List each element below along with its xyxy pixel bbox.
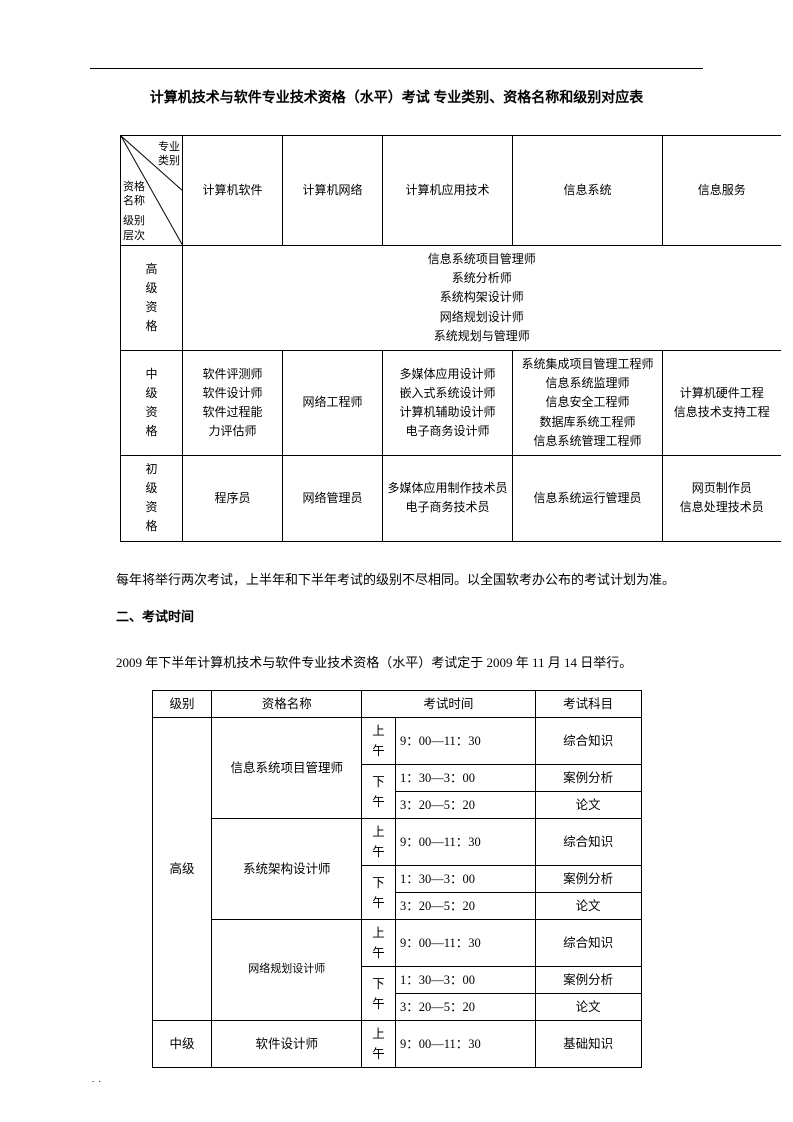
cell: 软件评测师软件设计师软件过程能力评估师 [183, 350, 283, 455]
category-table: 专业类别 资格名称 级别层次 计算机软件 计算机网络 计算机应用技术 信息系统 … [120, 135, 781, 542]
diagonal-header: 专业类别 资格名称 级别层次 [121, 136, 183, 246]
cell: 网络工程师 [283, 350, 383, 455]
time: 9：00—11：30 [396, 718, 536, 765]
merged-cell: 信息系统项目管理师 系统分析师 系统构架设计师 网络规划设计师 系统规划与管理师 [183, 246, 781, 351]
table-row: 系统架构设计师 上午 9：00—11：30 综合知识 [152, 819, 641, 866]
qual-name: 系统架构设计师 [212, 819, 362, 920]
level-cell: 高级 [152, 718, 212, 1021]
qual-name: 信息系统项目管理师 [212, 718, 362, 819]
diag-label-top: 专业类别 [158, 140, 180, 169]
qual-name: 网络规划设计师 [212, 920, 362, 1021]
paragraph: 每年将举行两次考试，上半年和下半年考试的级别不尽相同。以全国软考办公布的考试计划… [90, 568, 703, 593]
page-title: 计算机技术与软件专业技术资格（水平）考试 专业类别、资格名称和级别对应表 [90, 87, 703, 107]
table-header-row: 级别 资格名称 考试时间 考试科目 [152, 691, 641, 718]
time: 9：00—11：30 [396, 819, 536, 866]
level-cell: 中级 [152, 1021, 212, 1068]
time: 1：30—3：00 [396, 967, 536, 994]
col-header: 考试科目 [535, 691, 641, 718]
cell: 网络管理员 [283, 455, 383, 541]
page: 计算机技术与软件专业技术资格（水平）考试 专业类别、资格名称和级别对应表 专业类… [0, 0, 793, 1108]
time: 3：20—5：20 [396, 994, 536, 1021]
time: 9：00—11：30 [396, 920, 536, 967]
col-header: 信息系统 [513, 136, 663, 246]
table-row: 中级 软件设计师 上午 9：00—11：30 基础知识 [152, 1021, 641, 1068]
table-row: 高级资格 信息系统项目管理师 系统分析师 系统构架设计师 网络规划设计师 系统规… [121, 246, 781, 351]
cell: 系统集成项目管理工程师信息系统监理师信息安全工程师数据库系统工程师信息系统管理工… [513, 350, 663, 455]
top-rule [90, 68, 703, 69]
subject: 案例分析 [535, 866, 641, 893]
cell: 信息系统运行管理员 [513, 455, 663, 541]
time: 1：30—3：00 [396, 765, 536, 792]
cell: 多媒体应用设计师嵌入式系统设计师计算机辅助设计师电子商务设计师 [383, 350, 513, 455]
level-label: 中级资格 [121, 350, 183, 455]
col-header: 计算机网络 [283, 136, 383, 246]
cell: 程序员 [183, 455, 283, 541]
col-header: 级别 [152, 691, 212, 718]
diag-label-bot: 级别层次 [123, 214, 145, 243]
col-header: 信息服务 [663, 136, 781, 246]
subject: 论文 [535, 994, 641, 1021]
ampm: 上午 [362, 819, 396, 866]
col-header: 资格名称 [212, 691, 362, 718]
subject: 综合知识 [535, 920, 641, 967]
qual-name: 软件设计师 [212, 1021, 362, 1068]
paragraph: 2009 年下半年计算机技术与软件专业技术资格（水平）考试定于 2009 年 1… [90, 651, 703, 676]
subject: 论文 [535, 893, 641, 920]
cell: 网页制作员信息处理技术员 [663, 455, 781, 541]
col-header: 计算机应用技术 [383, 136, 513, 246]
cell: 计算机硬件工程信息技术支持工程 [663, 350, 781, 455]
time: 9：00—11：30 [396, 1021, 536, 1068]
col-header: 计算机软件 [183, 136, 283, 246]
subject: 基础知识 [535, 1021, 641, 1068]
subject: 案例分析 [535, 765, 641, 792]
table-row: 中级资格 软件评测师软件设计师软件过程能力评估师 网络工程师 多媒体应用设计师嵌… [121, 350, 781, 455]
subject: 案例分析 [535, 967, 641, 994]
subject: 综合知识 [535, 819, 641, 866]
subject: 综合知识 [535, 718, 641, 765]
table-row: 初级资格 程序员 网络管理员 多媒体应用制作技术员电子商务技术员 信息系统运行管… [121, 455, 781, 541]
table-header-row: 专业类别 资格名称 级别层次 计算机软件 计算机网络 计算机应用技术 信息系统 … [121, 136, 781, 246]
level-label: 高级资格 [121, 246, 183, 351]
section-heading: 二、考试时间 [90, 606, 703, 625]
subject: 论文 [535, 792, 641, 819]
ampm: 上午 [362, 920, 396, 967]
table-row: 高级 信息系统项目管理师 上午 9：00—11：30 综合知识 [152, 718, 641, 765]
ampm: 上午 [362, 718, 396, 765]
col-header: 考试时间 [362, 691, 536, 718]
footer-dots: . . [92, 1074, 102, 1084]
time: 3：20—5：20 [396, 792, 536, 819]
ampm: 下午 [362, 765, 396, 819]
level-label: 初级资格 [121, 455, 183, 541]
time: 1：30—3：00 [396, 866, 536, 893]
time: 3：20—5：20 [396, 893, 536, 920]
ampm: 上午 [362, 1021, 396, 1068]
ampm: 下午 [362, 967, 396, 1021]
diag-label-mid: 资格名称 [123, 180, 145, 209]
schedule-table: 级别 资格名称 考试时间 考试科目 高级 信息系统项目管理师 上午 9：00—1… [152, 690, 642, 1068]
cell: 多媒体应用制作技术员电子商务技术员 [383, 455, 513, 541]
table-row: 网络规划设计师 上午 9：00—11：30 综合知识 [152, 920, 641, 967]
ampm: 下午 [362, 866, 396, 920]
